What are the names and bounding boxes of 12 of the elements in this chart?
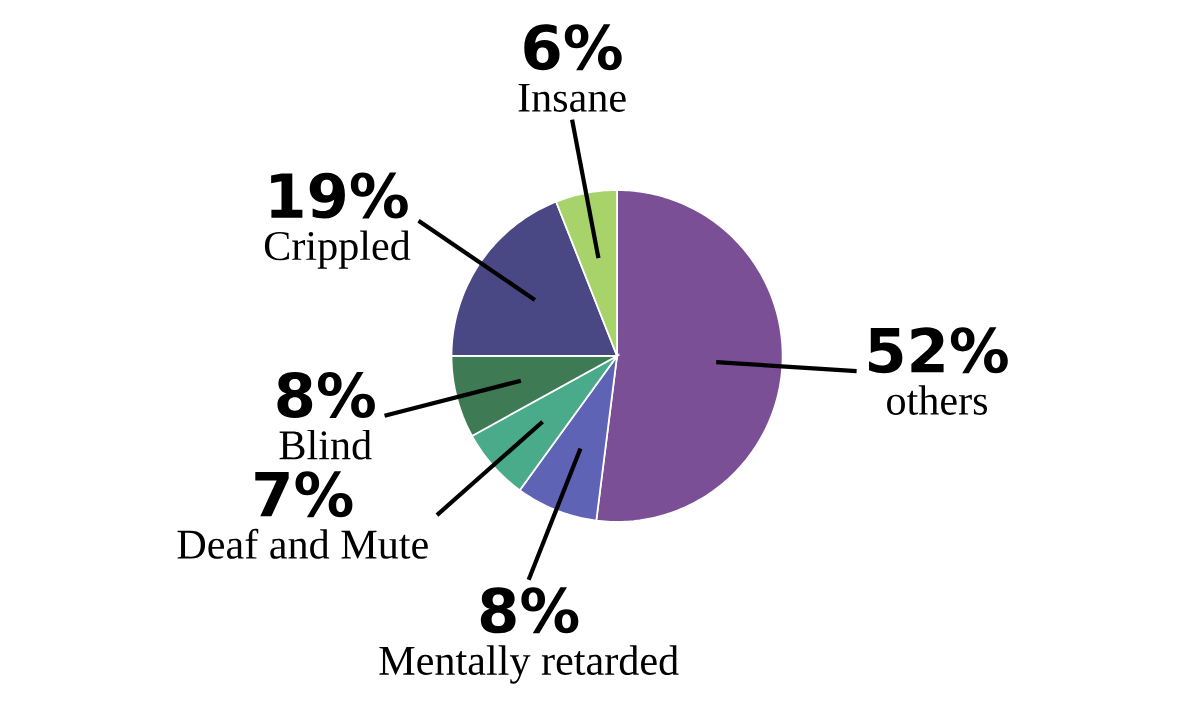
data-label: 7%: [255, 471, 353, 518]
slice-label: Deaf and Mute: [177, 528, 428, 559]
data-label: 8%: [277, 371, 375, 418]
slice-label: Blind: [279, 429, 372, 460]
slice-label: others: [887, 385, 988, 415]
data-label: 8%: [480, 587, 579, 634]
slice-label: Crippled: [264, 230, 411, 269]
data-label: 6%: [524, 24, 622, 71]
data-label: 19%: [271, 172, 408, 219]
slice-label: Mentally retarded: [379, 645, 679, 684]
data-label: 52%: [869, 327, 1008, 374]
slice-label: Insane: [518, 83, 626, 112]
